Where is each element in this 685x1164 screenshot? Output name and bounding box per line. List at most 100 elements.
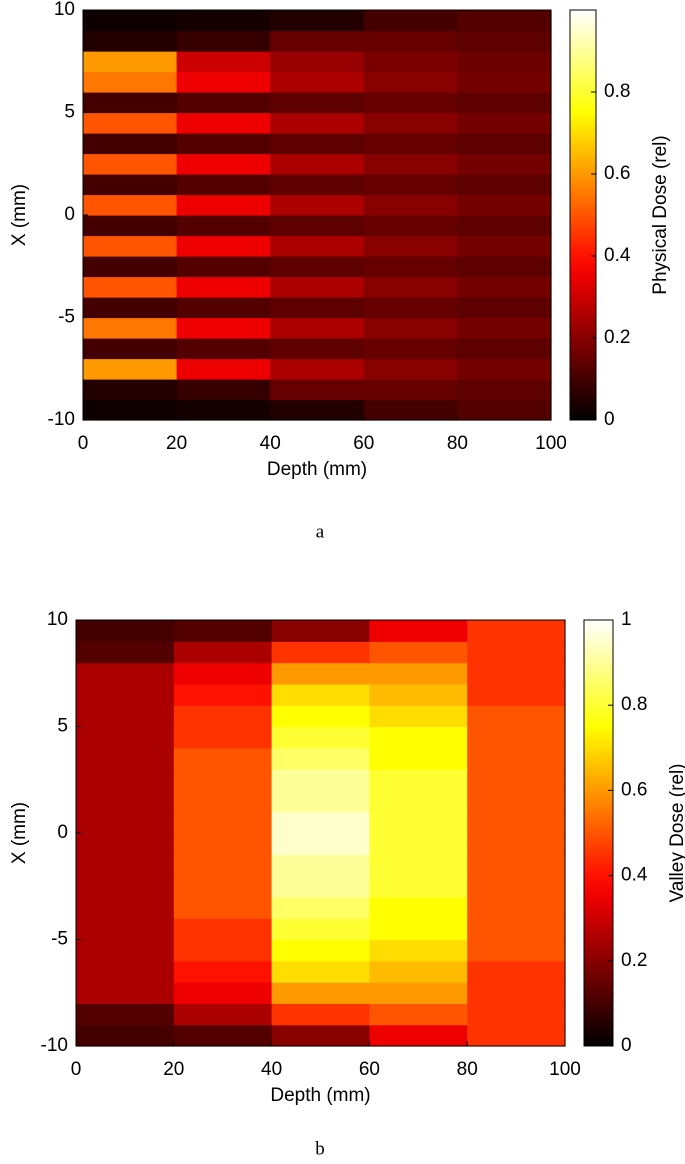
heat-cell — [270, 235, 365, 257]
heat-cell — [76, 726, 175, 749]
colorbar-label: Physical Dose (rel) — [650, 135, 671, 294]
heat-cell — [173, 705, 273, 728]
x-tick-label: 0 — [78, 433, 89, 454]
heat-cell — [173, 683, 273, 706]
heat-cell — [271, 662, 370, 685]
heat-cell — [176, 71, 271, 93]
heat-cell — [363, 297, 458, 319]
heat-cell — [173, 811, 273, 834]
heat-cell — [363, 338, 458, 360]
y-axis-label: X (mm) — [9, 184, 30, 246]
heat-cell — [270, 133, 365, 155]
x-tick-label: 80 — [447, 433, 468, 454]
heat-cell — [83, 92, 178, 114]
heat-cell — [363, 153, 458, 175]
heat-cell — [176, 358, 271, 380]
heat-cell — [83, 235, 178, 257]
heat-cell — [369, 769, 468, 791]
heat-cell — [83, 51, 178, 73]
heat-cell — [271, 641, 370, 664]
heat-cell — [369, 833, 468, 855]
heat-cell — [369, 747, 468, 770]
heat-cell — [467, 769, 566, 791]
colorbar-tick-label: 0.8 — [604, 81, 630, 102]
heat-cell — [467, 641, 566, 664]
colorbar — [583, 619, 614, 1047]
heat-cell — [467, 662, 566, 685]
heat-cell — [363, 10, 458, 32]
heat-cell — [363, 174, 458, 196]
heat-cell — [457, 379, 552, 401]
heat-cell — [270, 194, 365, 216]
heat-cell — [176, 112, 271, 134]
heat-cell — [270, 338, 365, 360]
heat-cell — [457, 256, 552, 278]
heat-cell — [467, 683, 566, 706]
heat-cell — [457, 235, 552, 257]
heat-cell — [173, 790, 273, 813]
heat-cell — [467, 705, 566, 728]
heat-cell — [173, 726, 273, 749]
heat-cell — [173, 620, 273, 642]
heat-cell — [271, 811, 370, 834]
x-tick-label: 80 — [457, 1059, 478, 1080]
y-tick-label: 5 — [57, 716, 68, 737]
heat-cell — [83, 399, 178, 421]
heat-cell — [173, 769, 273, 791]
heat-cell — [271, 1024, 370, 1047]
colorbar-tick-label: 0.4 — [621, 865, 648, 886]
heat-cell — [83, 153, 178, 175]
heat-cell — [83, 358, 178, 380]
heat-cell — [467, 854, 566, 877]
heat-cell — [176, 276, 271, 298]
heat-cell — [76, 918, 175, 941]
heat-cell — [363, 276, 458, 298]
heat-cell — [83, 71, 178, 93]
heat-cell — [173, 854, 273, 877]
colorbar-tick-label: 0.4 — [604, 245, 631, 266]
heat-cell — [271, 705, 370, 728]
heat-cell — [83, 317, 178, 339]
heat-cell — [369, 960, 468, 983]
heat-cell — [369, 641, 468, 664]
heat-cell — [271, 790, 370, 813]
heat-cell — [271, 939, 370, 962]
colorbar-tick-label: 0 — [621, 1035, 632, 1056]
heat-cell — [363, 399, 458, 421]
heat-cell — [83, 133, 178, 155]
heat-cell — [363, 379, 458, 401]
heat-cell — [457, 194, 552, 216]
heat-cell — [271, 747, 370, 770]
colorbar-label: Valley Dose (rel) — [667, 763, 685, 902]
heat-cell — [173, 918, 273, 941]
heat-cell — [467, 811, 566, 834]
heat-cell — [363, 71, 458, 93]
heat-cell — [369, 918, 468, 941]
heat-cell — [369, 811, 468, 834]
heat-cell — [457, 297, 552, 319]
heat-cell — [173, 1024, 273, 1047]
heat-cell — [83, 10, 178, 32]
heat-cell — [363, 112, 458, 134]
heat-cell — [76, 1003, 175, 1026]
y-tick-label: 0 — [64, 204, 75, 225]
heat-cell — [76, 790, 175, 813]
heat-cell — [76, 854, 175, 877]
heat-cell — [176, 51, 271, 73]
heat-cell — [270, 92, 365, 114]
heat-cell — [173, 896, 273, 919]
heat-cell — [176, 256, 271, 278]
heat-cell — [270, 153, 365, 175]
y-tick-label: -5 — [58, 307, 75, 328]
heat-cell — [467, 982, 566, 1004]
heat-cell — [76, 620, 175, 642]
heat-cell — [173, 1003, 273, 1026]
heat-cell — [176, 30, 271, 52]
heat-cell — [176, 174, 271, 196]
heat-cell — [270, 30, 365, 52]
colorbar-tick-label: 0.6 — [604, 163, 630, 184]
heat-cell — [173, 747, 273, 770]
heat-cell — [369, 1024, 468, 1047]
heat-cell — [369, 683, 468, 706]
heat-cell — [363, 133, 458, 155]
